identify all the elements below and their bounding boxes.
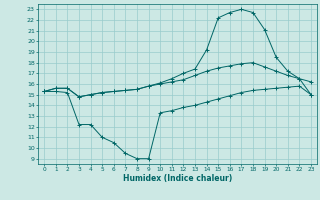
X-axis label: Humidex (Indice chaleur): Humidex (Indice chaleur)	[123, 174, 232, 183]
